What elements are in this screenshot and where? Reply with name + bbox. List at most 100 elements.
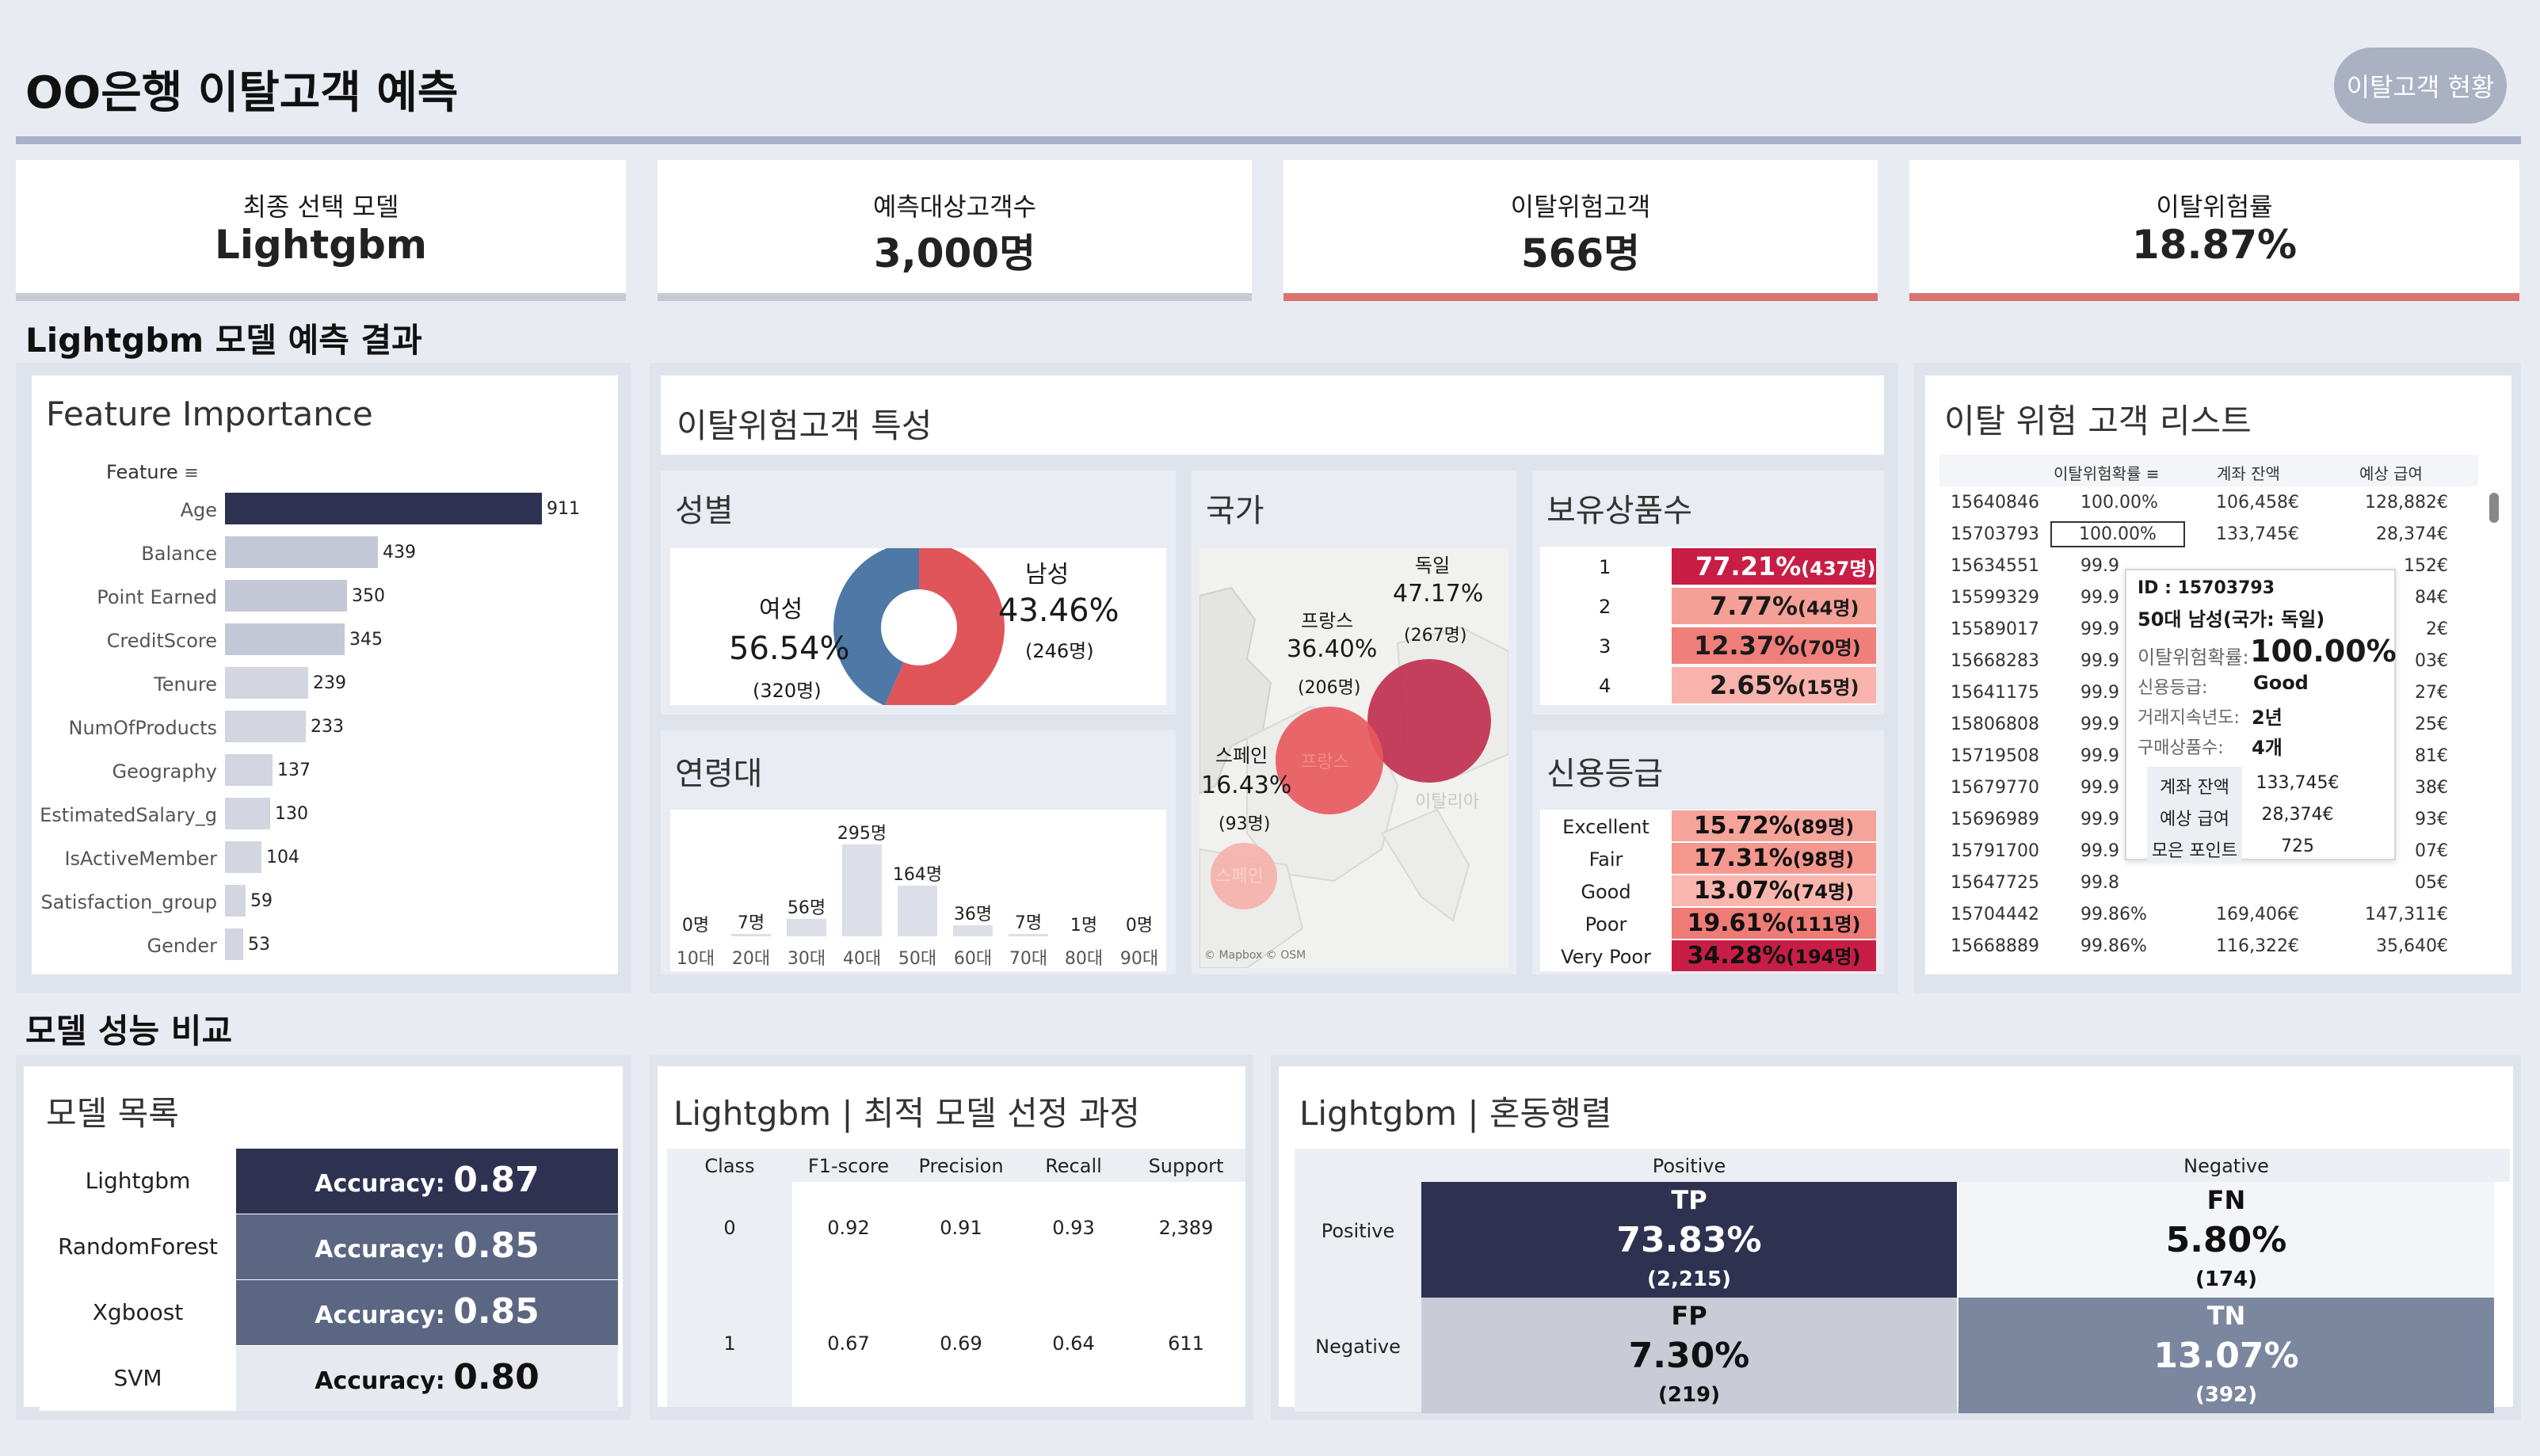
age-value-label: 56명 [787, 898, 826, 918]
age-bar[interactable] [731, 934, 771, 936]
col-salary[interactable]: 예상 급여 [2359, 464, 2423, 483]
credit-row: Very Poor 34.28%(194명) [1540, 940, 1876, 972]
credit-row: Excellent 15.72%(89명) [1540, 810, 1876, 842]
age-bar[interactable] [842, 844, 882, 936]
model-row[interactable]: SVM Accuracy: 0.80 [40, 1346, 618, 1411]
feature-bar[interactable] [225, 493, 542, 524]
feature-value: 439 [383, 543, 416, 562]
table-row[interactable]: 15696989 99.9 93€ [1939, 803, 2478, 835]
age-tick-label: 70대 [1009, 949, 1048, 969]
products-row: 1 77.21%(437명) [1540, 547, 1876, 586]
feature-bar[interactable] [225, 841, 261, 873]
confusion-cell[interactable]: TP 73.83% (2,215) [1421, 1182, 1957, 1298]
feature-header[interactable]: Feature ≡ [106, 461, 199, 483]
age-block: 연령대 0명 10대 7명 20대 56명 30대 295명 40대 164명 50대 36명 60대… [661, 730, 1176, 974]
churn-probability: 99.9 [2080, 683, 2119, 703]
table-row[interactable]: 15703793 100.00% 133,745€ 28,374€ [1939, 518, 2478, 550]
products-row-bar [1672, 627, 1876, 664]
confusion-cell[interactable]: FN 5.80% (174) [1958, 1182, 2494, 1298]
churn-probability: 99.8 [2080, 873, 2119, 893]
table-row[interactable]: 15589017 99.9 2€ [1939, 613, 2478, 645]
table-row[interactable]: 15806808 99.9 25€ [1939, 708, 2478, 740]
scrollbar[interactable] [2489, 493, 2499, 523]
tooltip-products-label: 구매상품수: [2138, 738, 2224, 758]
selection-cell: 0 [723, 1217, 736, 1239]
confusion-count: (219) [1657, 1383, 1721, 1407]
feature-bar[interactable] [225, 623, 345, 655]
model-row[interactable]: Lightgbm Accuracy: 0.87 [40, 1149, 618, 1214]
table-row[interactable]: 15719508 99.9 81€ [1939, 740, 2478, 772]
customer-id: 15641175 [1951, 683, 2039, 703]
gender-block: 성별 여성 56.54% (320명) 남성 43.46% (246명) [661, 471, 1176, 715]
model-row[interactable]: RandomForest Accuracy: 0.85 [40, 1214, 618, 1279]
table-row[interactable]: 15641175 99.9 27€ [1939, 677, 2478, 708]
map-attribution[interactable]: © Mapbox © OSM [1204, 949, 1306, 962]
table-row[interactable]: 15791700 99.9 07€ [1939, 835, 2478, 867]
germany-label: 독일 [1415, 555, 1451, 577]
table-row[interactable]: 15679770 99.9 38€ [1939, 772, 2478, 803]
customer-id: 15668889 [1951, 936, 2039, 956]
customer-id: 15589017 [1951, 619, 2039, 639]
feature-value: 137 [277, 760, 311, 780]
feature-label: Point Earned [97, 586, 217, 608]
products-row-label: 2 [1599, 596, 1611, 618]
credit-row-label: Very Poor [1561, 946, 1651, 968]
tooltip-table: 계좌 잔액 133,745€ 예상 급여 28,374€ 모은 포인트 725 [2147, 767, 2353, 862]
donut-male [833, 548, 1005, 705]
age-bar[interactable] [898, 886, 937, 936]
table-row[interactable]: 15704442 99.86% 169,406€ 147,311€ [1939, 898, 2478, 930]
products-row-value: 7.77%(44명) [1710, 591, 1859, 621]
table-row[interactable]: 15647725 99.8 05€ [1939, 867, 2478, 898]
age-bar[interactable] [1009, 934, 1048, 936]
col-prob[interactable]: 이탈위험확률 ≡ [2054, 464, 2160, 483]
risk-list-table[interactable]: 이탈위험확률 ≡ 계좌 잔액 예상 급여 15640846 100.00% 106,… [1939, 455, 2478, 962]
feature-bar[interactable] [225, 798, 270, 829]
table-row[interactable]: 15599329 99.9 84€ [1939, 581, 2478, 613]
age-bar[interactable] [787, 919, 826, 936]
feature-bar[interactable] [225, 536, 378, 568]
feature-bar[interactable] [225, 885, 246, 917]
expected-salary: 128,882€ [2365, 493, 2448, 513]
products-row-bar [1672, 588, 1876, 624]
sort-icon[interactable]: ≡ [2145, 464, 2160, 483]
feature-bar[interactable] [225, 667, 308, 699]
credit-row-value: 19.61%(111명) [1687, 909, 1861, 937]
age-bar[interactable] [953, 925, 993, 936]
churn-probability: 99.9 [2080, 778, 2119, 798]
tooltip-table-row: 예상 급여 28,374€ [2147, 799, 2353, 830]
selection-cell: 2,389 [1158, 1217, 1214, 1239]
confusion-cell[interactable]: TN 13.07% (392) [1958, 1298, 2494, 1413]
map-background [1199, 586, 1508, 968]
customer-id: 15647725 [1951, 873, 2039, 893]
customer-id: 15696989 [1951, 810, 2039, 829]
tooltip-profile: 50대 남성(국가: 독일) [2138, 608, 2325, 631]
feature-bar[interactable] [225, 580, 347, 612]
selection-col-header: Recall [1045, 1155, 1102, 1177]
products-row-bar [1672, 667, 1876, 703]
confusion-cell[interactable]: FP 7.30% (219) [1421, 1298, 1957, 1413]
spain-label: 스페인 [1215, 745, 1268, 767]
country-map[interactable]: 독일 47.17% (267명) 프랑스 36.40% (206명) 프랑스 이… [1199, 548, 1508, 968]
page-title: OO은행 이탈고객 예측 [25, 67, 459, 119]
table-row[interactable]: 15640846 100.00% 106,458€ 128,882€ [1939, 486, 2478, 518]
age-value-label: 295명 [837, 824, 887, 844]
table-row[interactable]: 15668283 99.9 03€ [1939, 645, 2478, 677]
france-label: 프랑스 [1301, 610, 1354, 632]
expected-salary: 28,374€ [2376, 524, 2448, 544]
tooltip-tenure-label: 거래지속년도: [2138, 708, 2240, 728]
age-tick-label: 30대 [787, 949, 826, 969]
feature-bar[interactable] [225, 754, 273, 786]
feature-bar[interactable] [225, 928, 243, 960]
feature-bar[interactable] [225, 711, 306, 742]
credit-row-value: 15.72%(89명) [1693, 812, 1855, 840]
col-balance[interactable]: 계좌 잔액 [2217, 464, 2280, 483]
customer-id: 15719508 [1951, 746, 2039, 766]
male-label: 남성 [1025, 561, 1070, 589]
table-row[interactable]: 15668889 99.86% 116,322€ 35,640€ [1939, 930, 2478, 962]
credit-table: Excellent 15.72%(89명) Fair 17.31%(98명) Good 1… [1540, 810, 1876, 971]
table-row[interactable]: 15634551 99.9 152€ [1939, 550, 2478, 581]
products-row-value: 77.21%(437명) [1695, 551, 1876, 581]
status-button[interactable]: 이탈고객 현황 [2334, 48, 2507, 124]
model-row[interactable]: Xgboost Accuracy: 0.85 [40, 1280, 618, 1345]
sort-icon[interactable]: ≡ [184, 463, 199, 483]
